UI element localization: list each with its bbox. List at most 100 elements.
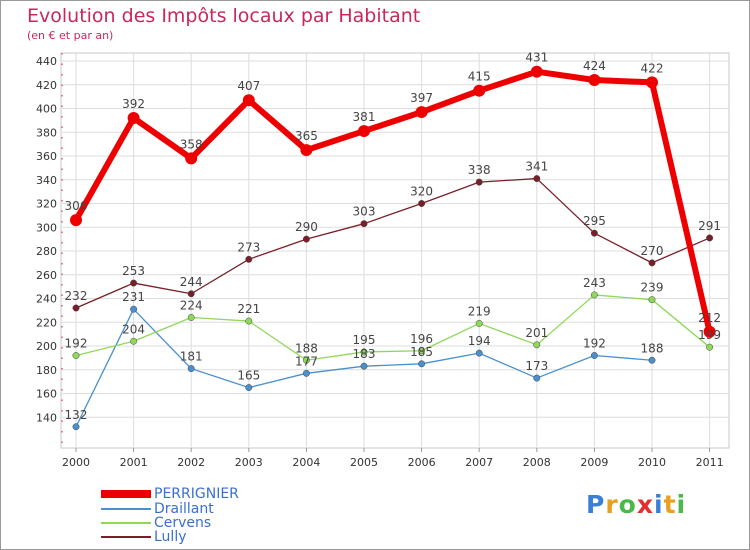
data-label-cervens: 239 xyxy=(641,281,664,295)
chart-subtitle: (en € et par an) xyxy=(27,29,114,42)
data-point-lully xyxy=(648,259,656,267)
x-tick-label: 2011 xyxy=(696,456,724,469)
x-tick-label: 2000 xyxy=(62,456,90,469)
y-tick-label: 140 xyxy=(36,411,57,424)
y-tick-label: 360 xyxy=(36,150,57,163)
data-point-cervens xyxy=(418,347,426,355)
data-point-cervens xyxy=(130,337,138,345)
legend-label-perrignier: PERRIGNIER xyxy=(154,486,239,502)
data-label-perrignier: 424 xyxy=(583,59,606,73)
data-label-draillant: 192 xyxy=(583,337,606,351)
data-label-lully: 244 xyxy=(180,275,203,289)
data-point-draillant xyxy=(245,384,253,392)
legend-item-perrignier: PERRIGNIER xyxy=(101,486,239,502)
data-label-draillant: 132 xyxy=(65,408,88,422)
data-label-lully: 341 xyxy=(525,160,548,174)
y-tick-label: 160 xyxy=(36,388,57,401)
y-tick-label: 380 xyxy=(36,126,57,139)
data-point-lully xyxy=(72,304,80,312)
data-label-perrignier: 431 xyxy=(525,51,548,65)
data-point-lully xyxy=(590,229,598,237)
data-point-perrignier xyxy=(358,125,370,138)
data-label-draillant: 185 xyxy=(410,345,433,359)
data-label-perrignier: 212 xyxy=(698,311,721,325)
data-point-cervens xyxy=(706,343,714,351)
series-line-cervens xyxy=(75,294,711,361)
data-point-cervens xyxy=(360,348,368,356)
data-label-lully: 295 xyxy=(583,214,606,228)
data-point-perrignier xyxy=(530,65,543,78)
y-tick-label: 220 xyxy=(36,316,57,329)
data-label-draillant: 165 xyxy=(237,369,260,383)
legend-label-draillant: Draillant xyxy=(154,501,214,517)
data-label-cervens: 204 xyxy=(122,322,145,336)
data-point-draillant xyxy=(360,362,368,370)
x-tick-label: 2010 xyxy=(638,456,666,469)
x-tick-label: 2003 xyxy=(235,456,263,469)
data-label-draillant: 183 xyxy=(353,347,376,361)
y-tick-label: 320 xyxy=(36,198,57,211)
data-point-cervens xyxy=(590,291,598,299)
data-point-cervens xyxy=(72,352,80,359)
legend-item-draillant: Draillant xyxy=(101,501,214,517)
data-point-lully xyxy=(418,200,426,207)
data-label-cervens: 219 xyxy=(468,304,491,318)
y-tick-label: 440 xyxy=(36,55,57,68)
data-point-lully xyxy=(475,178,483,186)
data-label-draillant: 188 xyxy=(641,341,664,355)
data-point-lully xyxy=(245,255,253,263)
data-label-perrignier: 365 xyxy=(295,129,318,143)
data-label-lully: 253 xyxy=(122,264,145,278)
data-label-lully: 290 xyxy=(295,220,318,234)
data-label-cervens: 224 xyxy=(180,299,203,313)
data-label-cervens: 243 xyxy=(583,276,606,290)
data-point-lully xyxy=(360,220,368,228)
data-label-perrignier: 306 xyxy=(65,199,88,213)
data-point-draillant xyxy=(475,349,483,357)
data-label-draillant: 177 xyxy=(295,354,318,368)
data-point-perrignier xyxy=(185,152,198,165)
data-point-lully xyxy=(706,234,714,242)
x-tick-label: 2008 xyxy=(523,456,551,469)
data-point-lully xyxy=(302,235,310,243)
data-label-lully: 232 xyxy=(65,289,88,303)
y-tick-label: 280 xyxy=(36,245,57,258)
legend-swatch-lully xyxy=(101,536,151,538)
data-label-lully: 320 xyxy=(410,185,433,199)
data-label-draillant: 231 xyxy=(122,290,145,304)
data-point-lully xyxy=(130,279,138,287)
x-tick-label: 2005 xyxy=(350,456,378,469)
legend-item-lully: Lully xyxy=(101,529,187,545)
x-tick-label: 2001 xyxy=(120,456,148,469)
x-tick-label: 2006 xyxy=(408,456,436,469)
data-label-draillant: 181 xyxy=(180,350,203,364)
data-label-cervens: 192 xyxy=(65,337,88,351)
legend-item-cervens: Cervens xyxy=(101,515,212,531)
data-label-cervens: 188 xyxy=(295,341,318,355)
data-label-cervens: 196 xyxy=(410,332,433,346)
data-label-perrignier: 397 xyxy=(410,91,433,105)
data-point-draillant xyxy=(72,423,80,431)
legend-label-cervens: Cervens xyxy=(154,515,212,531)
y-tick-label: 400 xyxy=(36,103,57,116)
data-point-perrignier xyxy=(127,112,140,124)
data-label-perrignier: 358 xyxy=(180,137,203,151)
data-label-perrignier: 381 xyxy=(353,110,376,124)
data-point-perrignier xyxy=(242,94,255,107)
data-point-cervens xyxy=(302,356,310,364)
y-tick-label: 180 xyxy=(36,364,57,377)
data-point-perrignier xyxy=(300,144,313,157)
x-tick-label: 2004 xyxy=(292,456,320,469)
legend-label-lully: Lully xyxy=(154,529,187,545)
proxiti-logo: Proxiti xyxy=(586,490,687,519)
data-point-lully xyxy=(187,290,195,298)
data-point-cervens xyxy=(475,319,483,327)
data-point-draillant xyxy=(590,352,598,359)
data-label-cervens: 195 xyxy=(353,333,376,347)
data-label-draillant: 194 xyxy=(468,334,491,348)
legend-swatch-perrignier xyxy=(101,490,151,498)
data-point-draillant xyxy=(302,369,310,377)
data-point-draillant xyxy=(533,374,541,382)
